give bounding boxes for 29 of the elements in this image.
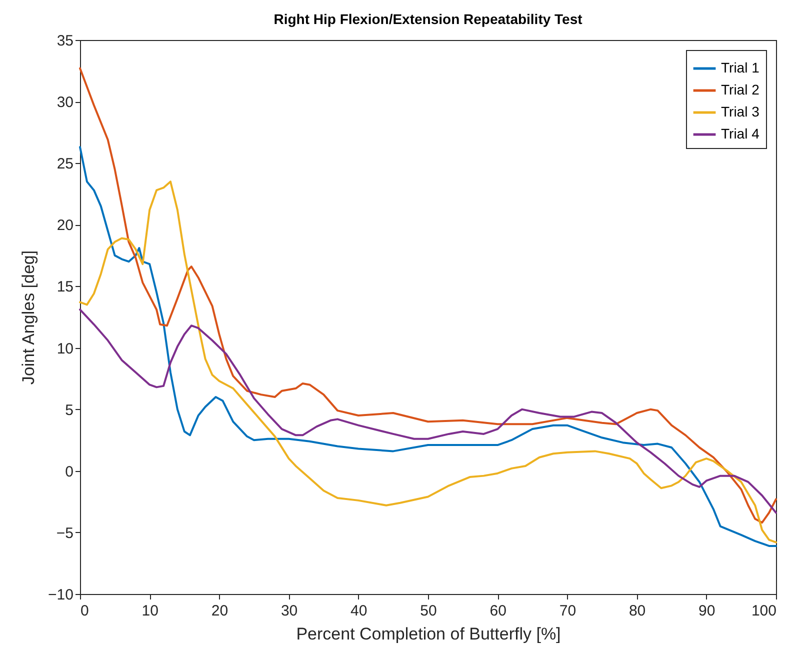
y-tick-label: 15 [56, 278, 74, 296]
x-tick-label: 0 [80, 602, 89, 620]
legend-label: Trial 4 [721, 126, 760, 142]
x-tick-label: 20 [211, 602, 228, 620]
x-tick-label: 10 [142, 602, 158, 620]
y-tick-label: 10 [56, 340, 74, 358]
y-tick-label: 30 [56, 94, 74, 112]
x-tick-label: 80 [628, 602, 646, 620]
legend-label: Trial 3 [721, 104, 760, 120]
legend-label: Trial 2 [721, 82, 760, 98]
y-tick-label: 25 [56, 156, 74, 173]
x-axis-title: Percent Completion of Butterfly [%] [296, 624, 561, 644]
chart-title: Right Hip Flexion/Extension Repeatability Test [274, 11, 583, 27]
y-tick-label: 35 [56, 32, 74, 50]
x-tick-label: 100 [751, 602, 776, 620]
line-series [79, 308, 777, 514]
y-tick-label: 20 [56, 217, 74, 234]
x-tick-label: 70 [559, 602, 576, 620]
x-tick-label: 30 [280, 602, 298, 620]
x-tick-label: 50 [420, 602, 437, 620]
y-tick-label: 0 [65, 463, 74, 480]
x-tick-label: 40 [350, 602, 368, 620]
x-tick-label: 90 [698, 602, 716, 620]
y-axis-title: Joint Angles [deg] [19, 250, 38, 385]
y-tick-label: −5 [56, 524, 74, 542]
x-tick-label: 60 [490, 602, 506, 620]
y-tick-label: 5 [65, 402, 74, 419]
legend-label: Trial 1 [721, 60, 760, 76]
y-tick-label: −10 [48, 586, 74, 604]
